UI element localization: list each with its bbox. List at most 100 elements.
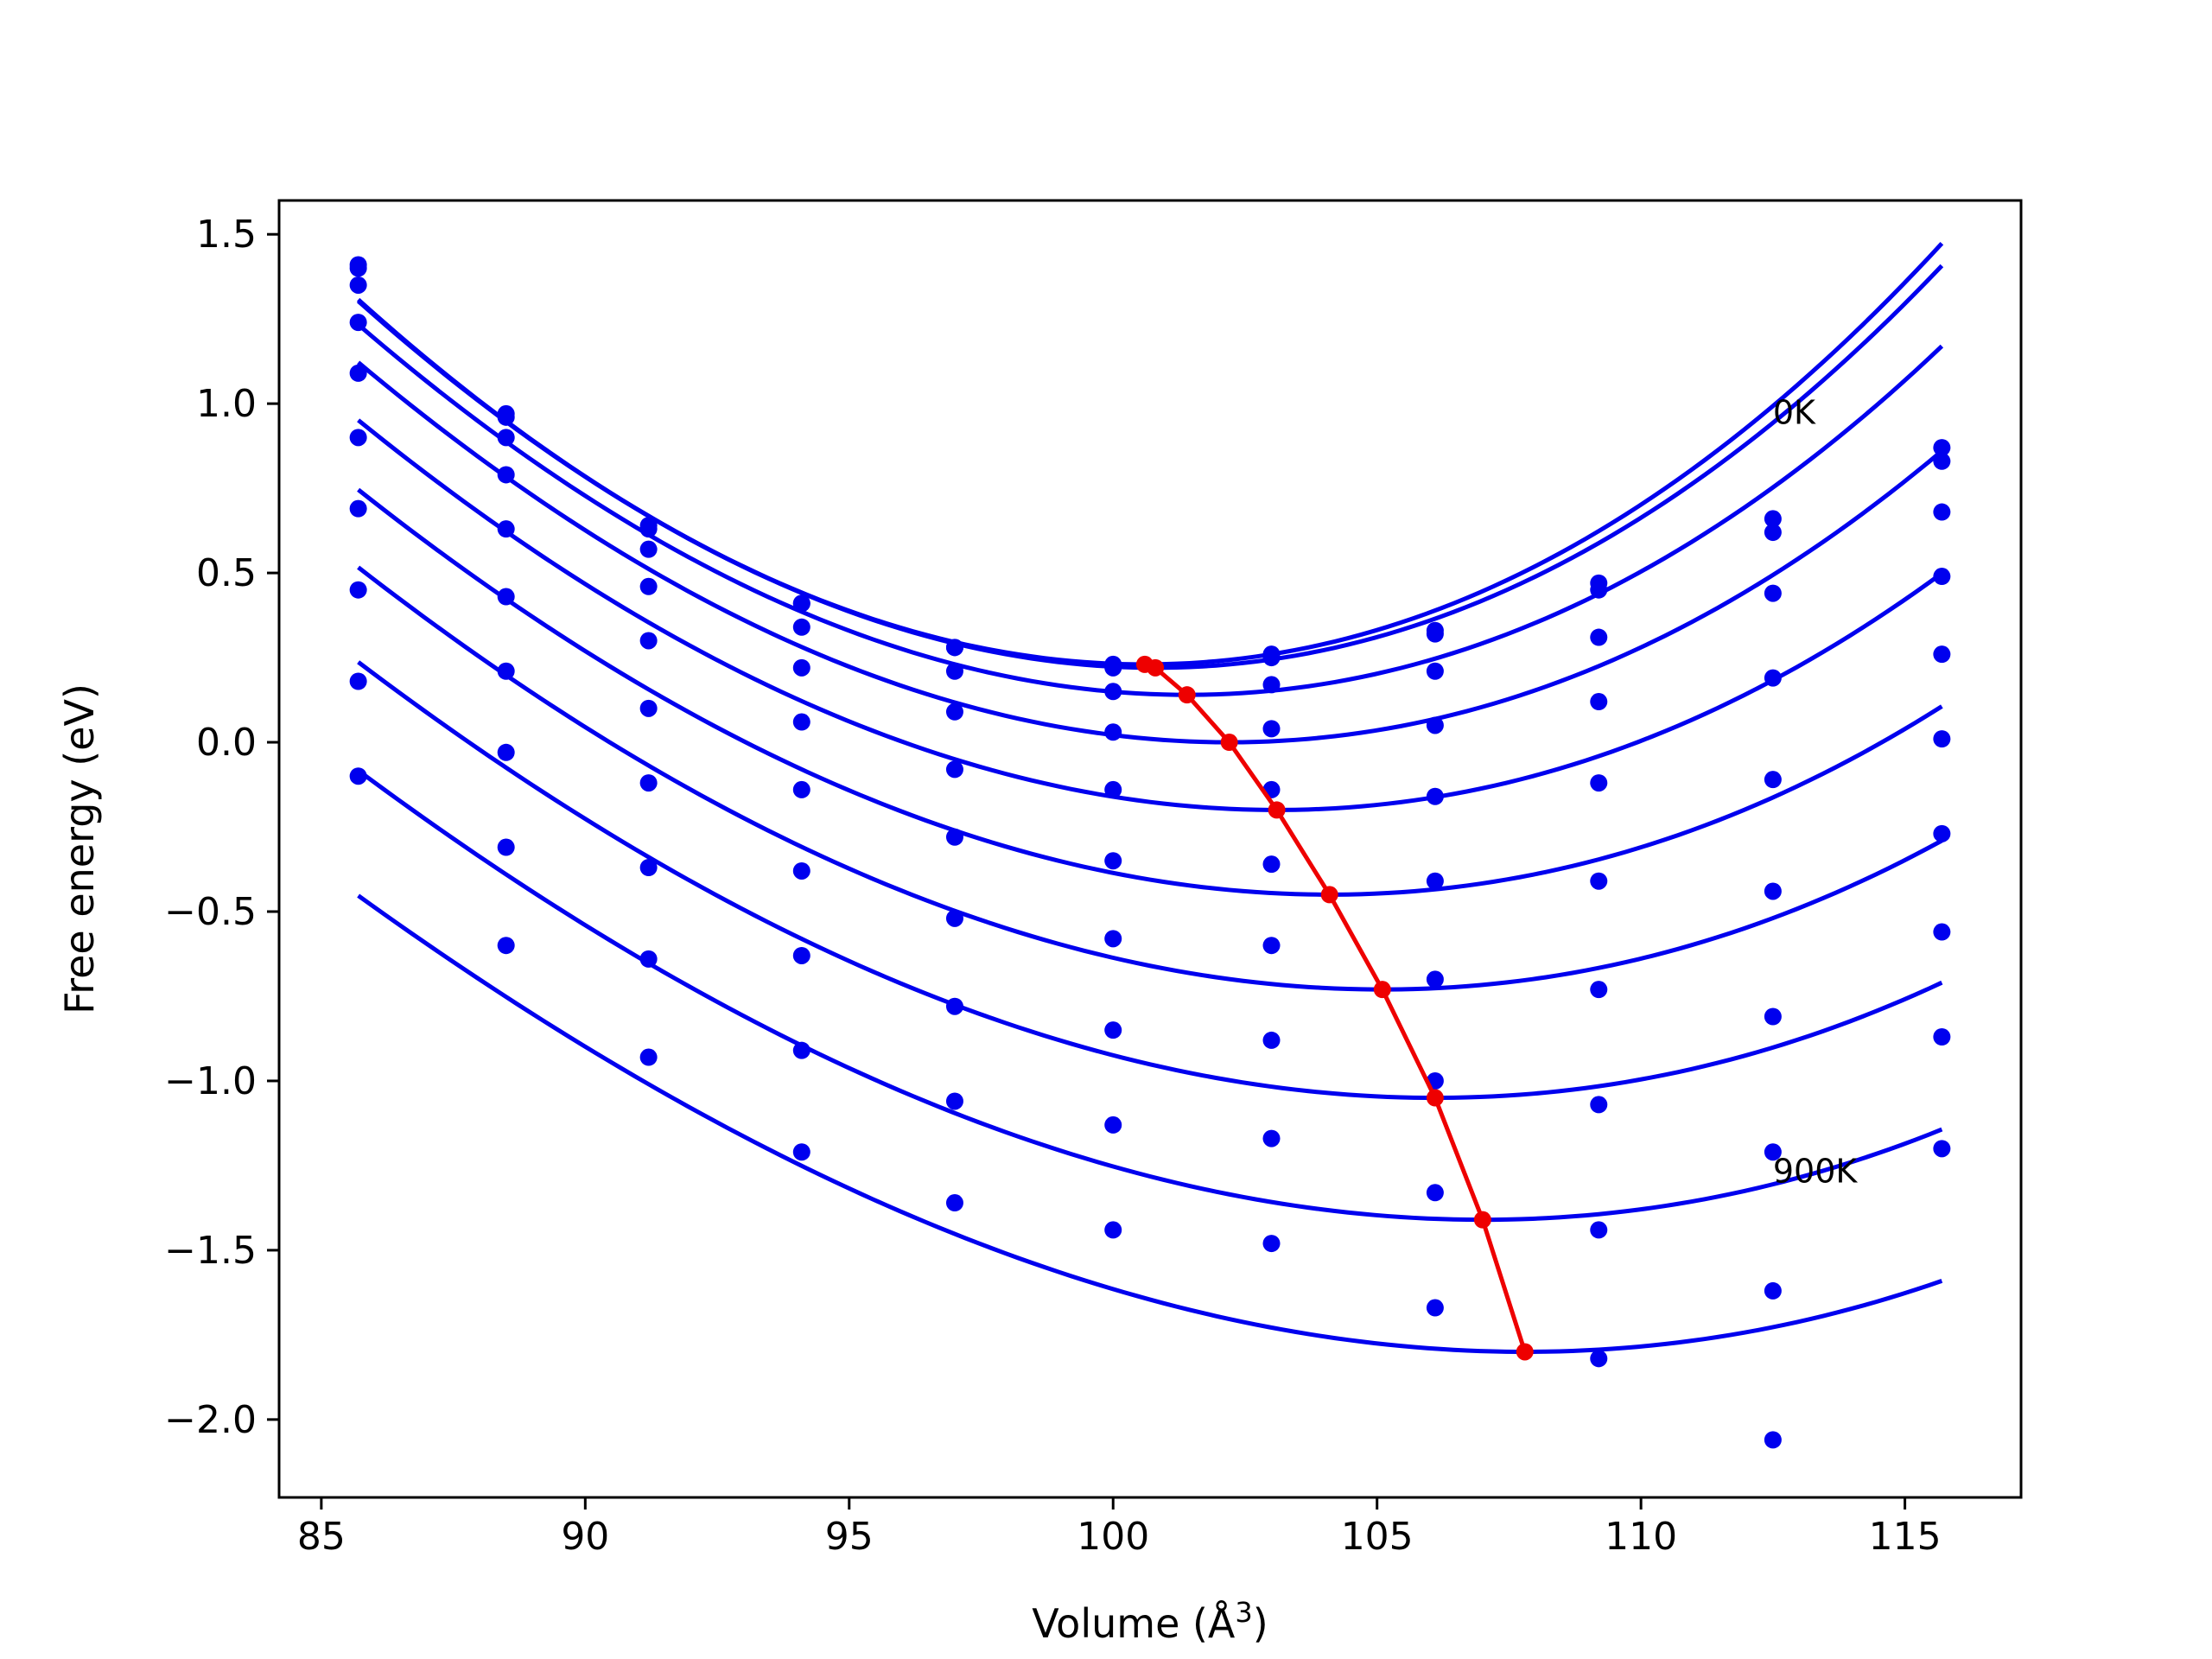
x-axis-label-end: ) (1253, 1600, 1268, 1647)
data-point (945, 662, 963, 680)
minimum-point (1268, 801, 1286, 819)
data-point (792, 946, 810, 964)
data-point (1104, 852, 1122, 870)
data-point (1426, 1184, 1444, 1202)
x-tick-label: 85 (297, 1515, 346, 1559)
data-point (639, 520, 658, 538)
fit-curve (357, 418, 1943, 812)
data-point (1104, 658, 1122, 677)
data-point (1104, 1221, 1122, 1239)
data-point (1104, 780, 1122, 798)
minimum-point (1220, 734, 1238, 752)
data-point (1764, 1007, 1782, 1026)
minima-line (1144, 662, 1528, 1353)
plot-frame (277, 199, 2023, 1499)
x-tick-label: 100 (1077, 1515, 1149, 1559)
x-axis-label-main: Volume (Å (1032, 1600, 1236, 1647)
x-tick-label: 90 (561, 1515, 609, 1559)
data-point (497, 466, 515, 484)
data-point (1933, 824, 1951, 842)
data-point (1426, 662, 1444, 680)
data-point (1933, 1140, 1951, 1158)
data-point (1764, 584, 1782, 602)
data-point (497, 743, 515, 761)
x-tick-label: 105 (1341, 1515, 1414, 1559)
y-tick-label: 0.0 (196, 721, 257, 765)
data-point (349, 314, 367, 332)
data-point (945, 909, 963, 927)
data-point (1262, 720, 1281, 738)
data-point (1764, 1281, 1782, 1300)
data-point (1933, 439, 1951, 457)
data-point (945, 702, 963, 721)
data-point (945, 997, 963, 1015)
x-tick-label: 95 (825, 1515, 874, 1559)
data-point (497, 937, 515, 955)
data-point (1933, 568, 1951, 586)
fit-curve (357, 322, 1944, 697)
data-point (1764, 882, 1782, 900)
data-point (349, 259, 367, 277)
fit-curve (357, 487, 1943, 897)
data-point (1426, 970, 1444, 988)
data-point (945, 1194, 963, 1212)
data-point (1262, 937, 1281, 955)
temperature-annotation: 900K (1773, 1153, 1859, 1191)
data-point (792, 713, 810, 731)
data-point (1104, 723, 1122, 741)
data-point (1104, 683, 1122, 701)
data-point (497, 662, 515, 680)
minimum-point (1426, 1089, 1444, 1107)
data-point (639, 699, 658, 717)
data-point (1933, 923, 1951, 941)
data-point (349, 429, 367, 447)
x-tick-label: 115 (1869, 1515, 1942, 1559)
data-point (1262, 1031, 1281, 1049)
data-point (792, 780, 810, 798)
data-point (792, 1041, 810, 1059)
data-point (1764, 510, 1782, 528)
fit-curve (357, 565, 1943, 992)
annotations: 0K 900K (1773, 394, 1859, 1191)
data-point (1590, 693, 1608, 711)
data-point (1590, 1350, 1608, 1368)
data-point (1764, 771, 1782, 789)
data-point (1933, 1028, 1951, 1046)
y-tick-label: −1.5 (164, 1229, 257, 1273)
data-point (1104, 1116, 1122, 1134)
y-tick-label: −1.0 (164, 1059, 257, 1103)
y-tick-label: 1.0 (196, 382, 257, 426)
data-point (497, 588, 515, 606)
y-axis-ticks: 1.5 1.0 0.5 0.0 −0.5 −1.0 −1.5 −2.0 (164, 213, 279, 1442)
data-point (349, 364, 367, 382)
data-point (792, 658, 810, 677)
data-point (1262, 649, 1281, 667)
data-point (1426, 1299, 1444, 1317)
data-point (497, 429, 515, 447)
data-point (1933, 645, 1951, 664)
data-point (945, 1092, 963, 1110)
data-point (792, 861, 810, 880)
minimum-point (1473, 1211, 1491, 1229)
data-point (945, 828, 963, 846)
data-point (945, 760, 963, 779)
minimum-point (1178, 686, 1196, 704)
data-point (349, 499, 367, 518)
data-point (1933, 503, 1951, 521)
x-axis-label-sup: 3 (1235, 1596, 1252, 1629)
data-point (1933, 452, 1951, 470)
data-point (1764, 1143, 1782, 1161)
data-point (349, 276, 367, 294)
x-axis-label: Volume (Å3) (1032, 1596, 1268, 1647)
temperature-annotation: 0K (1773, 394, 1816, 432)
data-point (1590, 872, 1608, 890)
y-tick-label: −2.0 (164, 1398, 257, 1442)
y-tick-label: 1.5 (196, 213, 257, 257)
data-point (1590, 1096, 1608, 1114)
data-point (497, 838, 515, 856)
data-point (349, 581, 367, 599)
data-point (1262, 1129, 1281, 1147)
data-point (792, 618, 810, 636)
fit-curve (357, 360, 1943, 745)
fit-curve (357, 893, 1943, 1354)
